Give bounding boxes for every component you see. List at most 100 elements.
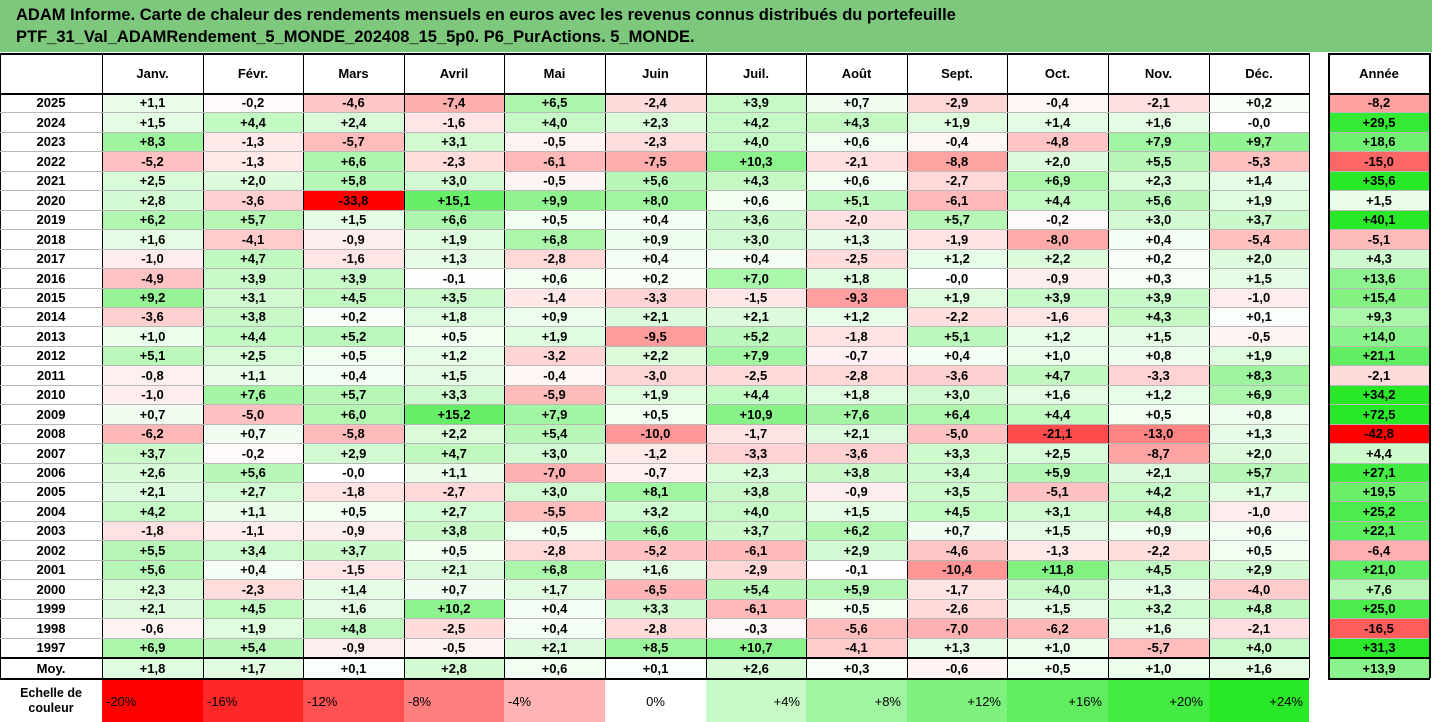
annual-cell: -5,1 (1328, 229, 1430, 249)
heat-cell: +2,7 (203, 482, 303, 501)
annual-cell: +40,1 (1328, 210, 1430, 229)
grid-row-line (0, 132, 1309, 133)
heat-cell: +1,5 (1007, 521, 1108, 540)
heat-cell: +2,1 (806, 424, 907, 443)
annual-left-border (1328, 53, 1330, 679)
heat-cell: -4,1 (806, 638, 907, 657)
heat-cell: -6,2 (1007, 618, 1108, 638)
heat-cell: -2,3 (203, 579, 303, 599)
year-label: 2007 (36, 445, 66, 461)
grid-row-line (0, 482, 1309, 483)
heat-cell: -5,4 (1209, 229, 1309, 249)
heat-cell: +0,7 (102, 404, 203, 424)
heat-cell: +1,3 (1108, 579, 1209, 599)
heat-cell: +3,0 (706, 229, 806, 249)
heat-cell: -0,7 (806, 346, 907, 365)
grid-row-line (0, 540, 1309, 541)
heat-cell: +7,9 (1108, 132, 1209, 151)
heat-cell: +0,5 (303, 346, 404, 365)
grid-row-line (1328, 307, 1430, 308)
heat-cell: -8,0 (1007, 229, 1108, 249)
heat-cell: +1,5 (1209, 268, 1309, 288)
heat-cell: -0,9 (1007, 268, 1108, 288)
heat-cell: +6,2 (102, 210, 203, 229)
heat-cell: +3,9 (303, 268, 404, 288)
year-label: 2001 (36, 562, 66, 577)
heat-cell: +1,3 (404, 249, 504, 268)
heat-cell: +0,6 (504, 268, 605, 288)
heat-cell: +5,6 (203, 463, 303, 482)
annual-cell: -16,5 (1328, 618, 1430, 638)
heat-cell: +3,2 (605, 501, 706, 521)
heat-cell: -1,0 (1209, 288, 1309, 307)
heat-cell: -5,2 (102, 151, 203, 171)
year-label: 2021 (36, 173, 66, 188)
heat-cell: +0,5 (303, 501, 404, 521)
average-cell: +0,6 (504, 659, 605, 679)
heat-cell: +0,8 (1209, 404, 1309, 424)
heat-cell: -0,9 (303, 229, 404, 249)
annual-cell: +25,0 (1328, 599, 1430, 618)
heat-cell: -3,2 (504, 346, 605, 365)
scale-swatch: +4% (706, 680, 806, 722)
year-label: 2000 (36, 581, 66, 597)
heat-cell: +1,4 (303, 579, 404, 599)
heat-cell: -2,1 (806, 151, 907, 171)
heat-cell: +0,4 (706, 249, 806, 268)
heat-cell: +5,4 (504, 424, 605, 443)
year-label: 1998 (36, 620, 66, 636)
year-label: 2010 (36, 387, 66, 402)
annual-cell: +31,3 (1328, 638, 1430, 657)
heat-cell: -13,0 (1108, 424, 1209, 443)
heat-cell: +3,8 (806, 463, 907, 482)
month-header: Mars (338, 65, 369, 81)
grid-row-line (0, 618, 1309, 619)
heat-cell: +2,1 (102, 482, 203, 501)
heat-cell: +3,0 (907, 385, 1007, 404)
heat-cell: +2,0 (1007, 151, 1108, 171)
heat-cell: +9,7 (1209, 132, 1309, 151)
heat-cell: +4,5 (303, 288, 404, 307)
annual-cell: +21,1 (1328, 346, 1430, 365)
annual-cell: +34,2 (1328, 385, 1430, 404)
annual-cell: +13,6 (1328, 268, 1430, 288)
scale-swatch: +20% (1108, 680, 1209, 722)
heat-cell: +4,4 (706, 385, 806, 404)
heat-cell: +8,0 (605, 190, 706, 210)
heat-cell: +1,2 (1108, 385, 1209, 404)
grid-row-line (1328, 540, 1430, 541)
average-annual-cell: +13,9 (1328, 659, 1430, 679)
heat-cell: +1,9 (1209, 190, 1309, 210)
heat-cell: -2,7 (907, 171, 1007, 190)
average-cell: +0,1 (303, 659, 404, 679)
grid-row-line (1328, 190, 1430, 191)
grid-row-line (1328, 210, 1430, 211)
heat-cell: +4,8 (1108, 501, 1209, 521)
heat-cell: -8,7 (1108, 443, 1209, 463)
heat-cell: +3,0 (1108, 210, 1209, 229)
heat-cell: -7,5 (605, 151, 706, 171)
heat-cell: -4,1 (203, 229, 303, 249)
heat-cell: +2,9 (806, 540, 907, 560)
scale-swatch: 0% (605, 680, 706, 722)
scale-swatch: +8% (806, 680, 907, 722)
average-cell: +1,0 (1108, 659, 1209, 679)
grid-row-line (0, 638, 1309, 639)
month-header: Juil. (742, 65, 769, 81)
heat-cell: +4,0 (1209, 638, 1309, 657)
heat-cell: -3,3 (1108, 365, 1209, 385)
grid-row-line (0, 229, 1309, 230)
grid-top-border (0, 53, 1309, 55)
heat-cell: +0,4 (504, 599, 605, 618)
heat-cell: -9,3 (806, 288, 907, 307)
scale-swatch: +24% (1209, 680, 1309, 722)
heat-cell: +3,4 (907, 463, 1007, 482)
heat-cell: -3,3 (706, 443, 806, 463)
grid-row-line (1328, 151, 1430, 152)
heat-cell: +5,4 (706, 579, 806, 599)
year-label: 2017 (36, 251, 66, 266)
heat-cell: +1,9 (404, 229, 504, 249)
heat-cell: +7,0 (706, 268, 806, 288)
grid-row-line (1328, 443, 1430, 444)
